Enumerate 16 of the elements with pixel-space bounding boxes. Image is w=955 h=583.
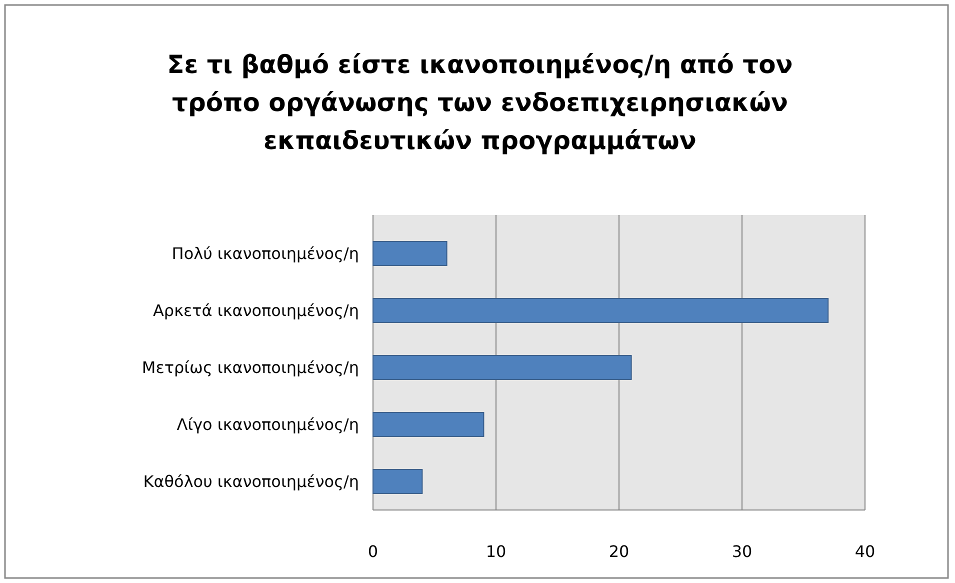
y-tick-label: Πολύ ικανοποιημένος/η <box>172 244 359 264</box>
chart-title: Σε τι βαθμό είστε ικανοποιημένος/η από τον τρόπο οργάνωσης των ενδοεπιχειρησιακών εκπαιδευτικών προγραμμάτων <box>167 50 793 155</box>
bar <box>372 412 484 437</box>
bar <box>372 355 632 380</box>
bar <box>372 469 423 494</box>
x-tick-label: 0 <box>368 542 378 561</box>
x-tick-label: 20 <box>608 542 630 561</box>
y-tick-label: Αρκετά ικανοποιημένος/η <box>152 301 359 320</box>
x-tick-label: 10 <box>486 542 506 561</box>
y-tick-label: Μετρίως ικανοποιημένος/η <box>142 358 359 378</box>
y-tick-label: Λίγο ικανοποιημένος/η <box>176 415 359 434</box>
y-tick-label: Καθόλου ικανοποιημένος/η <box>143 472 359 492</box>
x-tick-label: 30 <box>732 542 752 561</box>
bar <box>372 241 448 266</box>
bar <box>372 298 829 323</box>
x-tick-label: 40 <box>854 542 876 561</box>
